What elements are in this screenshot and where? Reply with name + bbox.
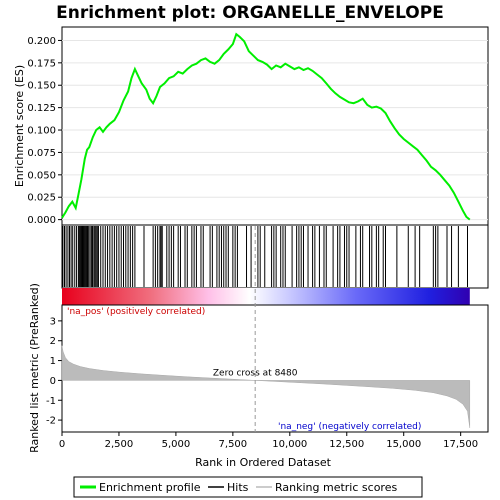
positive-correlation-label: 'na_pos' (positively correlated) [67,307,205,317]
metric-tick-label: 1 [50,356,56,367]
x-tick-label: 0 [59,439,65,450]
es-tick-label: 0.150 [27,81,56,92]
x-tick-label: 2,500 [105,439,134,450]
metric-tick-label: 3 [50,316,56,327]
es-panel-frame [61,26,489,226]
chart-title: Enrichment plot: ORGANELLE_ENVELOPE [56,3,444,23]
x-tick-label: 5,000 [162,439,191,450]
es-tick-label: 0.125 [27,103,56,114]
legend-box [73,476,423,498]
es-tick-label: 0.200 [27,36,56,47]
es-tick-label: 0.075 [27,148,56,159]
metric-tick-label: -2 [46,416,56,427]
metric-tick-label: 2 [50,336,56,347]
es-y-axis-label: Enrichment score (ES) [13,65,26,187]
es-tick-label: 0.025 [27,193,56,204]
rank-color-bar [62,288,470,305]
legend-enrichment-label: Enrichment profile [99,481,201,494]
metric-tick-label: -1 [46,396,56,407]
x-tick-label: 12,500 [329,439,364,450]
ranking-metric-area [61,345,471,429]
es-tick-label: 0.000 [27,215,56,226]
x-tick-label: 15,000 [386,439,421,450]
x-tick-label: 10,000 [272,439,307,450]
legend-metric-label: Ranking metric scores [275,481,397,494]
metric-tick-label: 0 [50,376,56,387]
negative-correlation-label: 'na_neg' (negatively correlated) [278,422,421,432]
x-axis-label: Rank in Ordered Dataset [195,456,332,469]
enrichment-profile-line [61,32,471,221]
x-tick-label: 17,500 [443,439,478,450]
metric-y-axis-label: Ranked list metric (PreRanked) [28,283,41,453]
es-tick-label: 0.100 [27,126,56,137]
zero-cross-label: Zero cross at 8480 [213,368,298,378]
es-tick-label: 0.050 [27,170,56,181]
x-tick-label: 7,500 [219,439,248,450]
legend-hits-label: Hits [227,481,249,494]
es-tick-label: 0.175 [27,58,56,69]
